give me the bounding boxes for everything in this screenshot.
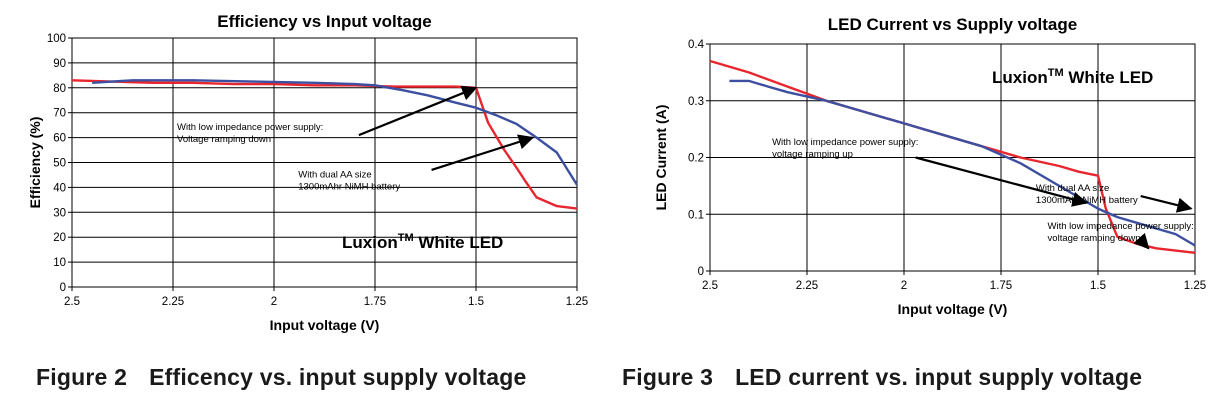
y-tick-label: 40 bbox=[53, 182, 66, 194]
figure-3-number: Figure 3 bbox=[622, 364, 714, 390]
annotation-line: With low impedance power supply: bbox=[1048, 221, 1194, 232]
annotation-line: With low impedance power supply: bbox=[177, 122, 323, 133]
y-tick-label: 20 bbox=[53, 232, 66, 244]
annotation-text: With dual AA size 1300mAhr NiMH battery bbox=[298, 169, 400, 192]
annotation-line: 1300mAhr NiMH battery bbox=[298, 181, 400, 192]
annotation-line: voltage ramping up bbox=[772, 149, 853, 160]
annotation-line: voltage ramping down bbox=[1048, 233, 1141, 244]
efficiency-chart: 2.5 2.25 2 1.75 1.5 1.25 0 10 20 30 40 50 60 70 80 90 10… bbox=[27, 12, 588, 333]
annotation-text: With low impedance power supply: voltage … bbox=[1048, 221, 1194, 244]
annotation-arrow bbox=[358, 85, 478, 137]
legend-label: LuxionTM White LED bbox=[342, 232, 503, 252]
y-tick-label: 30 bbox=[53, 207, 66, 219]
x-tick-label: 2.5 bbox=[64, 296, 80, 308]
y-tick-label: 70 bbox=[53, 108, 66, 120]
annotation-text: With low impedance power supply: voltage … bbox=[772, 137, 918, 160]
x-tick-label: 2 bbox=[271, 296, 277, 308]
series-line-blue bbox=[729, 79, 1196, 247]
y-tick-label: 0.2 bbox=[688, 153, 704, 165]
annotation-arrow bbox=[1140, 195, 1193, 213]
chart-title: Efficiency vs Input voltage bbox=[217, 12, 431, 31]
legend-main: Luxion bbox=[342, 233, 398, 252]
annotation-line: With low impedance power supply: bbox=[772, 137, 918, 148]
annotation-line: With dual AA size bbox=[1036, 183, 1109, 194]
annotation-line: Voltage ramping down bbox=[177, 134, 271, 145]
x-tick-label: 1.75 bbox=[990, 280, 1012, 292]
figure-3-title: LED current vs. input supply voltage bbox=[735, 364, 1143, 390]
annotation-text: With dual AA size 1300mAhr NiMH battery bbox=[1036, 183, 1138, 206]
y-tick-label: 0.4 bbox=[688, 39, 705, 51]
y-tick-label: 10 bbox=[53, 257, 66, 269]
legend-superscript: TM bbox=[398, 232, 414, 244]
annotation-arrow bbox=[915, 156, 1088, 207]
x-axis-label: Input voltage (V) bbox=[898, 301, 1008, 317]
y-tick-label: 90 bbox=[53, 58, 66, 70]
y-tick-label: 0.1 bbox=[688, 209, 704, 221]
y-axis-label: LED Current (A) bbox=[653, 105, 669, 211]
annotation-line: With dual AA size bbox=[298, 169, 371, 180]
x-tick-label: 1.25 bbox=[566, 296, 588, 308]
legend-main: Luxion bbox=[992, 68, 1048, 87]
legend-rest: White LED bbox=[414, 233, 504, 252]
x-tick-label: 1.5 bbox=[468, 296, 484, 308]
y-tick-label: 0.3 bbox=[688, 96, 704, 108]
annotation-text: With low impedance power supply: Voltage … bbox=[177, 122, 323, 145]
figure-2-number: Figure 2 bbox=[36, 364, 128, 390]
annotation-arrow bbox=[431, 134, 535, 172]
led-current-chart: 2.5 2.25 2 1.75 1.5 1.25 0 0.1 0.2 0.3 0.4 LED Curr… bbox=[653, 15, 1206, 317]
chart-title: LED Current vs Supply voltage bbox=[828, 15, 1077, 34]
annotation-arrow bbox=[1133, 232, 1150, 250]
y-tick-label: 100 bbox=[47, 33, 66, 45]
y-tick-label: 80 bbox=[53, 83, 66, 95]
y-tick-label: 0 bbox=[60, 282, 66, 294]
y-axis-label: Efficiency (%) bbox=[27, 117, 43, 209]
figure-2-title: Efficency vs. input supply voltage bbox=[149, 364, 527, 390]
y-tick-label: 0 bbox=[698, 266, 704, 278]
figure-3-caption: Figure 3 LED current vs. input supply vol… bbox=[622, 364, 1142, 391]
x-axis-label: Input voltage (V) bbox=[270, 317, 380, 333]
figure-2-caption: Figure 2 Efficency vs. input supply volta… bbox=[36, 364, 527, 391]
legend-rest: White LED bbox=[1064, 68, 1154, 87]
x-tick-label: 2.25 bbox=[796, 280, 818, 292]
legend-label: LuxionTM White LED bbox=[992, 67, 1153, 87]
x-tick-label: 2 bbox=[901, 280, 907, 292]
annotation-line: 1300mAhr NiMH battery bbox=[1036, 195, 1138, 206]
series-line-red bbox=[71, 79, 578, 210]
x-tick-label: 1.5 bbox=[1090, 280, 1106, 292]
y-tick-label: 50 bbox=[53, 158, 66, 170]
series-line-blue bbox=[92, 79, 579, 186]
y-tick-label: 60 bbox=[53, 133, 66, 145]
x-tick-label: 1.25 bbox=[1184, 280, 1206, 292]
legend-superscript: TM bbox=[1048, 67, 1064, 79]
x-tick-label: 1.75 bbox=[364, 296, 386, 308]
x-tick-label: 2.5 bbox=[702, 280, 718, 292]
x-tick-label: 2.25 bbox=[162, 296, 184, 308]
